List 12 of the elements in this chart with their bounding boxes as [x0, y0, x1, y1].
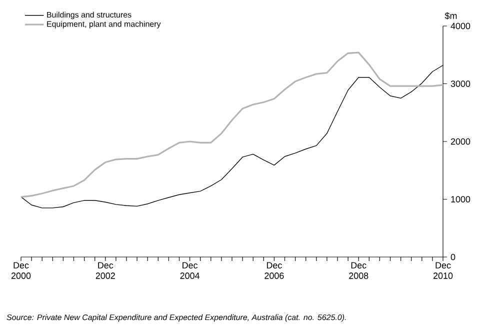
x-tick-label: Dec 2008	[349, 262, 368, 279]
x-tick-label: Dec 2000	[11, 262, 31, 279]
y-tick-label: 3000	[450, 80, 470, 87]
x-tick-label: Dec 2002	[96, 262, 115, 279]
y-tick-label: 1000	[451, 196, 470, 202]
y-tick-label: 0	[450, 254, 456, 260]
y-tick-label: 4000	[450, 22, 470, 30]
y-tick-label: 2000	[450, 138, 470, 145]
x-tick-label: Dec 2004	[180, 262, 200, 279]
x-tick-label: Dec 2006	[264, 262, 284, 279]
x-tick-label: Dec 2010	[433, 262, 453, 279]
y-axis-title: $m	[444, 12, 457, 20]
